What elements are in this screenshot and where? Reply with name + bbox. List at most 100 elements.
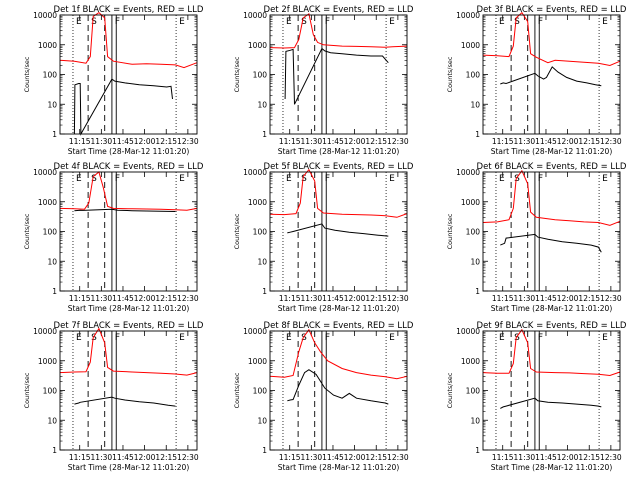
x-tick-label: 12:15	[155, 294, 177, 303]
marker-label: E	[389, 174, 395, 184]
panel-title: Det 1f BLACK = Events, RED = LLD	[54, 5, 204, 15]
x-tick-label: 12:00	[134, 453, 156, 462]
x-tick-label: 12:00	[557, 453, 579, 462]
y-tick-label: 10	[470, 100, 480, 109]
marker-label: E	[499, 333, 505, 343]
y-tick-label: 1	[475, 287, 480, 296]
y-tick-label: 1	[262, 130, 267, 139]
marker-label: E	[76, 333, 82, 343]
y-tick-label: 10000	[33, 11, 57, 20]
plot-frame	[482, 171, 621, 292]
x-axis-label: Start Time (28-Mar-12 11:01:20)	[278, 147, 400, 156]
x-axis-label: Start Time (28-Mar-12 11:01:20)	[68, 304, 190, 313]
marker-label: S	[91, 174, 97, 184]
x-tick-label: 11:45	[112, 294, 134, 303]
y-tick-label: 10	[47, 100, 57, 109]
x-tick-label: 12:30	[600, 453, 622, 462]
y-tick-label: 1	[52, 287, 57, 296]
y-tick-label: 10000	[456, 168, 480, 177]
marker-label: E	[286, 17, 292, 27]
y-axis-label: Counts/sec	[233, 56, 241, 92]
x-tick-label: 12:15	[365, 453, 387, 462]
y-tick-label: 1000	[461, 357, 480, 366]
lld-series-line	[269, 12, 408, 49]
events-series-line	[73, 78, 173, 136]
y-tick-label: 1	[52, 446, 57, 455]
x-tick-label: 12:15	[155, 453, 177, 462]
x-tick-label: 12:15	[578, 294, 600, 303]
marker-label: S	[514, 17, 520, 27]
marker-label: F	[538, 174, 543, 184]
marker-label: S	[91, 333, 97, 343]
y-tick-label: 10	[257, 100, 267, 109]
y-tick-label: 100	[43, 71, 58, 80]
marker-label: F	[115, 17, 120, 27]
y-tick-label: 10	[47, 257, 57, 266]
y-tick-label: 1	[475, 130, 480, 139]
x-tick-label: 11:45	[322, 137, 344, 146]
events-series-line	[74, 396, 176, 407]
x-tick-label: 11:15	[69, 453, 91, 462]
events-series-line	[500, 66, 602, 87]
y-tick-label: 1000	[248, 198, 267, 207]
marker-label: E	[286, 333, 292, 343]
y-tick-label: 1000	[38, 198, 57, 207]
y-tick-label: 10000	[243, 168, 267, 177]
panel-title: Det 3f BLACK = Events, RED = LLD	[477, 5, 627, 15]
y-tick-label: 10000	[243, 327, 267, 336]
y-tick-label: 1	[262, 446, 267, 455]
x-tick-label: 12:00	[557, 137, 579, 146]
marker-label: F	[115, 333, 120, 343]
plot-frame	[269, 14, 408, 135]
marker-label: E	[389, 333, 395, 343]
detector-panel-8: Det 8f BLACK = Events, RED = LLD Counts/s…	[233, 321, 414, 472]
x-tick-label: 12:15	[365, 294, 387, 303]
marker-label: F	[325, 333, 330, 343]
y-axis-label: Counts/sec	[446, 56, 454, 92]
detector-panel-1: Det 1f BLACK = Events, RED = LLD Counts/s…	[23, 5, 204, 156]
y-tick-label: 1000	[461, 41, 480, 50]
plot-frame	[482, 330, 621, 451]
x-tick-label: 11:30	[514, 453, 536, 462]
marker-label: F	[325, 17, 330, 27]
y-tick-label: 1	[475, 446, 480, 455]
x-tick-label: 12:00	[344, 453, 366, 462]
marker-label: E	[179, 333, 185, 343]
x-tick-label: 12:30	[177, 294, 199, 303]
events-series-line	[500, 233, 602, 253]
panel-title: Det 7f BLACK = Events, RED = LLD	[54, 321, 204, 331]
y-tick-label: 100	[466, 387, 481, 396]
y-axis-label: Counts/sec	[23, 372, 31, 408]
marker-label: E	[179, 17, 185, 27]
y-tick-label: 10000	[456, 327, 480, 336]
x-tick-label: 11:15	[279, 453, 301, 462]
marker-label: F	[538, 17, 543, 27]
lld-series-line	[269, 168, 408, 218]
y-tick-label: 10	[257, 416, 267, 425]
events-series-line	[500, 397, 602, 409]
x-tick-label: 12:00	[134, 137, 156, 146]
marker-label: F	[538, 333, 543, 343]
lld-series-line	[59, 327, 198, 376]
detector-panel-3: Det 3f BLACK = Events, RED = LLD Counts/s…	[446, 5, 627, 156]
x-axis-label: Start Time (28-Mar-12 11:01:20)	[491, 463, 613, 472]
plot-frame	[482, 14, 621, 135]
y-tick-label: 10000	[33, 168, 57, 177]
y-axis-label: Counts/sec	[23, 213, 31, 249]
x-tick-label: 11:45	[322, 294, 344, 303]
lld-series-line	[59, 171, 198, 211]
detector-panel-4: Det 4f BLACK = Events, RED = LLD Counts/s…	[23, 162, 204, 313]
x-tick-label: 12:00	[344, 137, 366, 146]
marker-label: S	[514, 174, 520, 184]
y-axis-label: Counts/sec	[233, 213, 241, 249]
x-tick-label: 11:30	[301, 453, 323, 462]
x-tick-label: 12:15	[578, 453, 600, 462]
marker-label: E	[286, 174, 292, 184]
x-axis-label: Start Time (28-Mar-12 11:01:20)	[68, 147, 190, 156]
x-axis-label: Start Time (28-Mar-12 11:01:20)	[278, 463, 400, 472]
x-tick-label: 12:30	[177, 137, 199, 146]
detector-panel-7: Det 7f BLACK = Events, RED = LLD Counts/s…	[23, 321, 204, 472]
y-tick-label: 1	[262, 287, 267, 296]
y-tick-label: 100	[253, 228, 268, 237]
events-series-line	[74, 208, 176, 212]
